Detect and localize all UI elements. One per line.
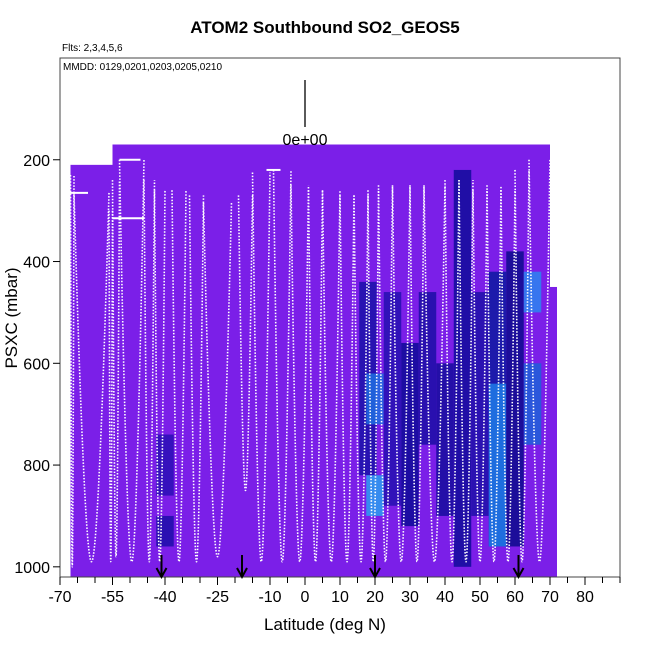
x-tick-label: 40 <box>436 589 454 606</box>
flight-profile <box>353 195 369 563</box>
flight-profile <box>111 180 121 558</box>
x-tick-label: 50 <box>471 589 489 606</box>
flight-profile <box>73 192 110 563</box>
flight-profile <box>391 185 411 563</box>
x-tick-label: 60 <box>506 589 524 606</box>
x-tick-label: 20 <box>366 589 384 606</box>
x-tick-label: -70 <box>48 589 71 606</box>
heatmap-cell <box>453 169 472 567</box>
flight-profile <box>339 195 355 563</box>
flight-profile <box>290 185 310 563</box>
heatmap-cell <box>436 363 454 516</box>
flight-profile <box>514 169 530 563</box>
x-tick-label: 70 <box>541 589 559 606</box>
y-tick-label: 800 <box>23 458 50 475</box>
arrow-head <box>369 567 381 580</box>
x-tick-label: 80 <box>576 589 594 606</box>
flight-profile <box>458 180 474 563</box>
flight-profile <box>69 175 75 568</box>
heatmap-cell <box>471 292 489 516</box>
heatmap-cell <box>488 383 507 547</box>
flight-profile <box>377 185 394 563</box>
x-tick-label: -40 <box>153 589 176 606</box>
x-tick-label: -25 <box>206 589 229 606</box>
flight-profile <box>108 210 114 563</box>
arrow-head <box>155 567 168 580</box>
curtain-cell <box>550 286 557 577</box>
x-tick-label: 0 <box>301 589 310 606</box>
flight-profile <box>423 185 446 563</box>
flight-profile <box>251 172 271 563</box>
flight-profile <box>409 185 425 563</box>
flight-profile <box>272 169 292 563</box>
x-tick-label: -55 <box>101 589 124 606</box>
flight-profile <box>143 180 156 563</box>
dates-note: MMDD: 0129,0201,0203,0205,0210 <box>63 62 223 73</box>
heatmap-cell <box>383 292 402 506</box>
arrow-head <box>236 567 248 580</box>
heatmap-cell <box>523 271 542 313</box>
heatmap-cell <box>523 363 542 445</box>
x-axis-label: Latitude (deg N) <box>264 615 386 634</box>
flight-profile <box>486 185 502 563</box>
flight-profile <box>118 159 145 563</box>
heatmap-cell <box>506 251 524 547</box>
y-tick-label: 200 <box>23 153 50 170</box>
x-tick-label: 10 <box>331 589 349 606</box>
chart-title: ATOM2 Southbound SO2_GEOS5 <box>190 18 460 37</box>
curtain-cell <box>70 164 113 577</box>
x-tick-label: 30 <box>401 589 419 606</box>
flights-note: Flts: 2,3,4,5,6 <box>62 43 123 54</box>
y-tick-label: 400 <box>23 255 50 272</box>
flight-profile <box>188 195 205 563</box>
y-tick-label: 600 <box>23 356 50 373</box>
y-tick-label: 1000 <box>14 560 50 577</box>
flight-profile <box>237 195 254 492</box>
flight-profile <box>528 159 551 563</box>
arrow-head <box>512 567 525 580</box>
heatmap-cell <box>418 292 437 445</box>
colorbar-value-label: 0e+00 <box>283 132 328 149</box>
heatmap-cell <box>156 434 174 496</box>
flight-profile <box>444 180 460 563</box>
x-tick-label: -10 <box>258 589 281 606</box>
flight-profile <box>202 202 233 558</box>
